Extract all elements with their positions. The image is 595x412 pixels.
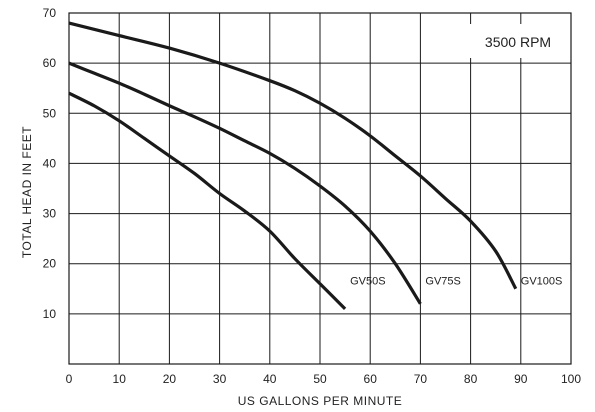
y-tick-label: 10 (43, 307, 57, 321)
x-tick-label: 10 (113, 372, 127, 386)
series-label-gv100s: GV100S (521, 276, 563, 288)
series-line-gv75s (68, 61, 422, 305)
chart-grid (69, 13, 571, 364)
x-tick-label: 20 (163, 372, 177, 386)
x-tick-label: 50 (313, 372, 327, 386)
x-tick-label: 60 (364, 372, 378, 386)
x-tick-label: 30 (213, 372, 227, 386)
series-line-gv100s (68, 21, 518, 290)
series-labels: GV50S GV75S GV100S (350, 276, 562, 288)
series-label-gv75s: GV75S (425, 276, 460, 288)
x-tick-label: 0 (66, 372, 73, 386)
y-tick-label: 60 (43, 56, 57, 70)
y-tick-label: 20 (43, 257, 57, 271)
x-tick-label: 40 (263, 372, 277, 386)
series-lines (68, 21, 518, 310)
y-tick-label: 40 (43, 156, 57, 170)
x-axis-ticks: 0 10 20 30 40 50 60 70 80 90 100 (66, 372, 582, 386)
y-tick-label: 70 (43, 6, 57, 20)
y-tick-label: 30 (43, 207, 57, 221)
x-tick-label: 80 (464, 372, 478, 386)
series-label-gv50s: GV50S (350, 276, 385, 288)
x-tick-label: 100 (561, 372, 581, 386)
y-axis-label: TOTAL HEAD IN FEET (20, 126, 34, 258)
x-axis-label: US GALLONS PER MINUTE (238, 394, 403, 408)
plot-frame (68, 12, 572, 365)
y-tick-label: 50 (43, 106, 57, 120)
x-tick-label: 70 (414, 372, 428, 386)
x-tick-label: 90 (514, 372, 528, 386)
series-line-gv50s (68, 91, 347, 310)
rpm-box (468, 24, 569, 58)
y-axis-ticks: 10 20 30 40 50 60 70 (43, 6, 57, 321)
rpm-annotation: 3500 RPM (485, 34, 551, 50)
